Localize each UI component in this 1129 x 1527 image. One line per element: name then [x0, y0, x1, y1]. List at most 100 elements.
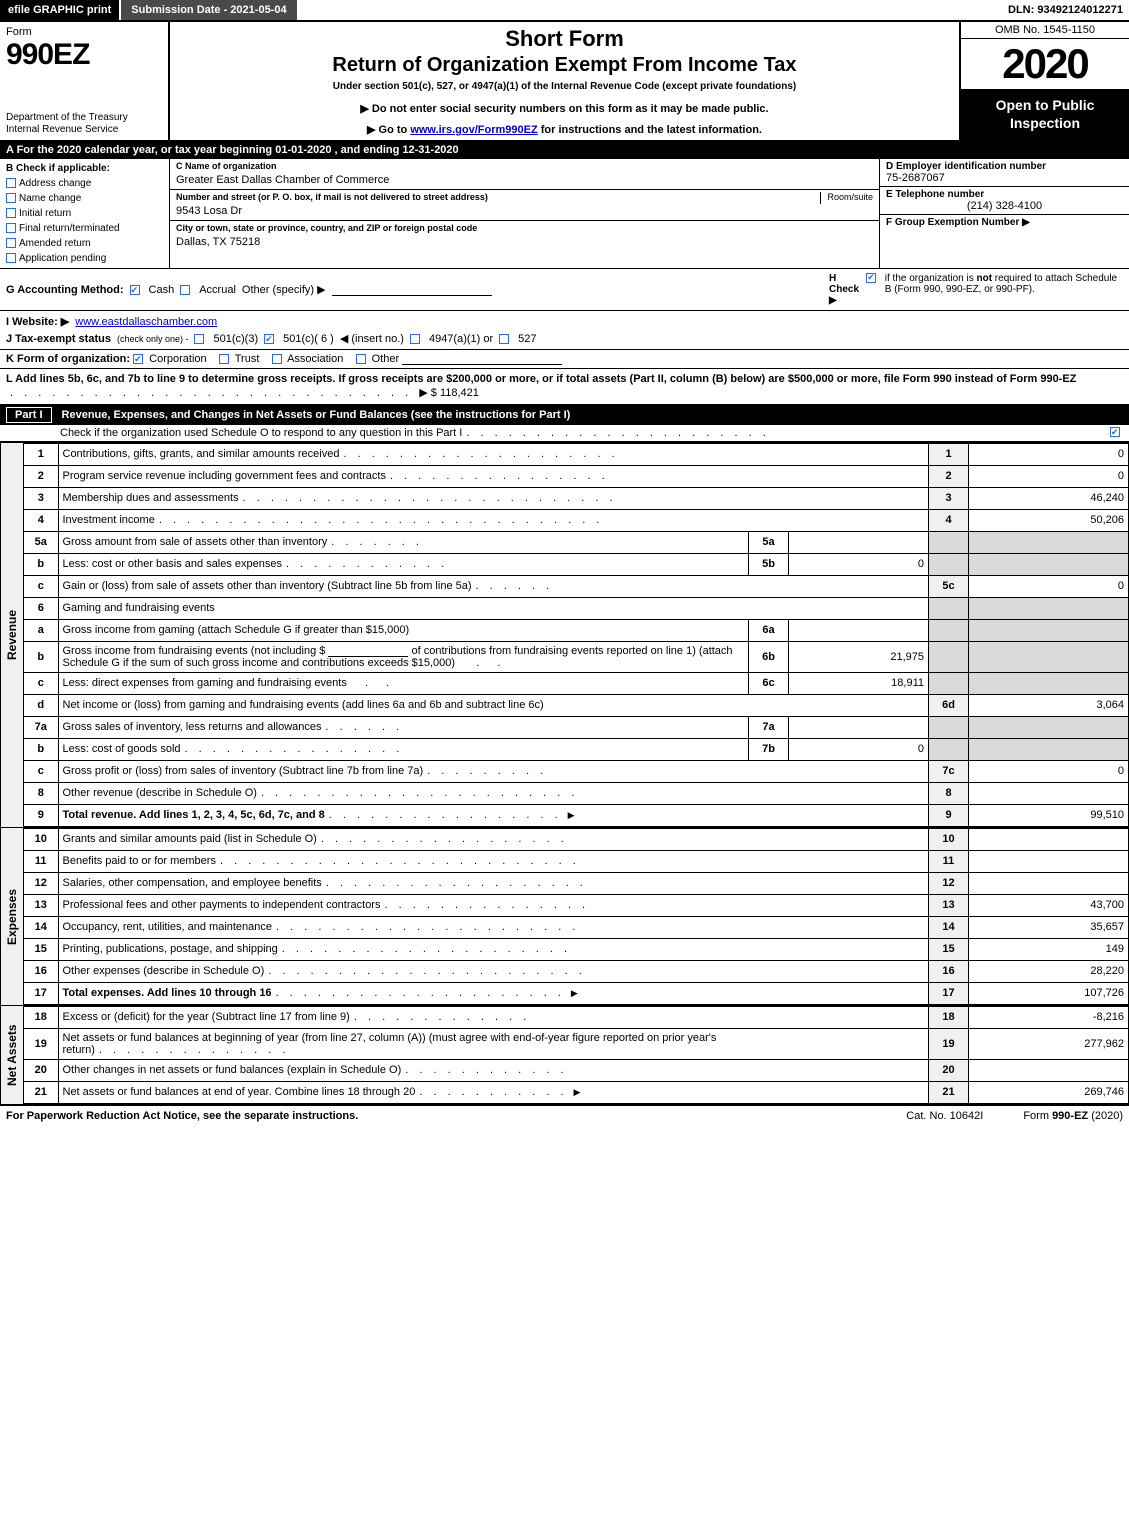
line-21-desc: Net assets or fund balances at end of ye…	[63, 1086, 416, 1098]
line-20: 20 Other changes in net assets or fund b…	[24, 1059, 1129, 1081]
period-mid: , and ending	[335, 144, 403, 156]
line-5b-subval: 0	[789, 553, 929, 575]
org-name: Greater East Dallas Chamber of Commerce	[176, 173, 873, 187]
other-label: Other (specify) ▶	[242, 283, 326, 296]
part1-subline: Check if the organization used Schedule …	[0, 425, 1129, 443]
line-10-desc: Grants and similar amounts paid (list in…	[63, 833, 317, 845]
omb-number: OMB No. 1545-1150	[961, 22, 1129, 39]
line-12: 12 Salaries, other compensation, and emp…	[24, 872, 1129, 894]
line-21-amount: 269,746	[969, 1081, 1129, 1103]
revenue-side-label: Revenue	[0, 443, 24, 827]
chk-cash[interactable]	[130, 285, 140, 295]
l-dots: . . . . . . . . . . . . . . . . . . . . …	[6, 387, 416, 399]
netassets-section: Net Assets 18 Excess or (deficit) for th…	[0, 1006, 1129, 1106]
line-7a: 7a Gross sales of inventory, less return…	[24, 716, 1129, 738]
line-6a: a Gross income from gaming (attach Sched…	[24, 619, 1129, 641]
website-link[interactable]: www.eastdallaschamber.com	[75, 316, 217, 328]
corporation-label: Corporation	[149, 353, 206, 365]
form-code: 990EZ	[6, 38, 162, 72]
line-1: 1 Contributions, gifts, grants, and simi…	[24, 443, 1129, 465]
line-19: 19 Net assets or fund balances at beginn…	[24, 1028, 1129, 1059]
line-6c-subval: 18,911	[789, 672, 929, 694]
line-2: 2 Program service revenue including gove…	[24, 465, 1129, 487]
chk-association[interactable]	[272, 354, 282, 364]
line-6b-subval: 21,975	[789, 641, 929, 672]
line-12-desc: Salaries, other compensation, and employ…	[63, 877, 322, 889]
other-org-input[interactable]	[402, 353, 562, 365]
line-9: 9 Total revenue. Add lines 1, 2, 3, 4, 5…	[24, 804, 1129, 826]
chk-527[interactable]	[499, 334, 509, 344]
arrow-icon	[572, 1086, 581, 1098]
header-center: Short Form Return of Organization Exempt…	[170, 22, 959, 140]
column-B-checkboxes: B Check if applicable: Address change Na…	[0, 159, 170, 268]
arrow-icon	[569, 987, 578, 999]
chk-final-return[interactable]: Final return/terminated	[6, 221, 163, 236]
line-7b: b Less: cost of goods sold. . . . . . . …	[24, 738, 1129, 760]
efile-print-button[interactable]: efile GRAPHIC print	[0, 0, 119, 20]
chk-application-pending[interactable]: Application pending	[6, 251, 163, 266]
expenses-table: 10 Grants and similar amounts paid (list…	[24, 828, 1129, 1005]
irs-link[interactable]: www.irs.gov/Form990EZ	[410, 124, 537, 136]
header-left: Form 990EZ Department of the Treasury In…	[0, 22, 170, 140]
part1-subline-dots: . . . . . . . . . . . . . . . . . . . . …	[462, 427, 1110, 439]
line-9-amount: 99,510	[969, 804, 1129, 826]
netassets-side-label: Net Assets	[0, 1006, 24, 1104]
line-13: 13 Professional fees and other payments …	[24, 894, 1129, 916]
city-value: Dallas, TX 75218	[176, 235, 873, 249]
line-5b-desc: Less: cost or other basis and sales expe…	[63, 558, 283, 570]
org-name-cell: C Name of organization Greater East Dall…	[170, 159, 879, 190]
other-specify-input[interactable]	[332, 284, 492, 296]
row-L-gross-receipts: L Add lines 5b, 6c, and 7b to line 9 to …	[0, 369, 1129, 405]
line-7c-amount: 0	[969, 760, 1129, 782]
chk-accrual[interactable]	[180, 285, 190, 295]
room-suite-label: Room/suite	[820, 192, 873, 204]
form-header: Form 990EZ Department of the Treasury In…	[0, 22, 1129, 142]
line-18-desc: Excess or (deficit) for the year (Subtra…	[63, 1011, 350, 1023]
street-cell: Number and street (or P. O. box, if mail…	[170, 190, 879, 221]
line-21: 21 Net assets or fund balances at end of…	[24, 1081, 1129, 1103]
line-20-amount	[969, 1059, 1129, 1081]
l-value: 118,421	[440, 387, 479, 399]
city-cell: City or town, state or province, country…	[170, 221, 879, 251]
line-7b-subval: 0	[789, 738, 929, 760]
b-heading: B Check if applicable:	[6, 161, 163, 176]
department-treasury: Department of the Treasury Internal Reve…	[6, 112, 162, 136]
column-D: D Employer identification number 75-2687…	[879, 159, 1129, 268]
line-2-desc: Program service revenue including govern…	[63, 470, 386, 482]
chk-amended-return[interactable]: Amended return	[6, 236, 163, 251]
chk-address-change[interactable]: Address change	[6, 176, 163, 191]
chk-name-change[interactable]: Name change	[6, 191, 163, 206]
line-1-amount: 0	[969, 443, 1129, 465]
line-17-desc: Total expenses. Add lines 10 through 16	[63, 987, 272, 999]
chk-501c[interactable]	[264, 334, 274, 344]
row-G-H: G Accounting Method: Cash Accrual Other …	[0, 269, 1129, 311]
chk-schedule-o-part1[interactable]	[1110, 427, 1120, 437]
line-10-amount	[969, 828, 1129, 850]
chk-other-org[interactable]	[356, 354, 366, 364]
chk-trust[interactable]	[219, 354, 229, 364]
h-text: if the organization is not required to a…	[885, 273, 1123, 295]
line-6b-blank[interactable]	[328, 645, 408, 657]
expenses-section: Expenses 10 Grants and similar amounts p…	[0, 828, 1129, 1006]
netassets-table: 18 Excess or (deficit) for the year (Sub…	[24, 1006, 1129, 1104]
chk-4947[interactable]	[410, 334, 420, 344]
line-3-desc: Membership dues and assessments	[63, 492, 239, 504]
line-14-amount: 35,657	[969, 916, 1129, 938]
line-6-desc: Gaming and fundraising events	[63, 602, 215, 614]
chk-h[interactable]	[866, 273, 876, 283]
line-15-desc: Printing, publications, postage, and shi…	[63, 943, 278, 955]
line-5c: c Gain or (loss) from sale of assets oth…	[24, 575, 1129, 597]
street-value: 9543 Losa Dr	[176, 204, 873, 218]
chk-initial-return[interactable]: Initial return	[6, 206, 163, 221]
column-C-org: C Name of organization Greater East Dall…	[170, 159, 879, 268]
chk-501c3[interactable]	[194, 334, 204, 344]
trust-label: Trust	[235, 353, 260, 365]
line-8-desc: Other revenue (describe in Schedule O)	[63, 787, 257, 799]
association-label: Association	[287, 353, 343, 365]
org-name-label: C Name of organization	[176, 161, 873, 173]
dept-line1: Department of the Treasury	[6, 112, 162, 124]
line-11-amount	[969, 850, 1129, 872]
line-19-amount: 277,962	[969, 1028, 1129, 1059]
line-13-desc: Professional fees and other payments to …	[63, 899, 381, 911]
chk-corporation[interactable]	[133, 354, 143, 364]
